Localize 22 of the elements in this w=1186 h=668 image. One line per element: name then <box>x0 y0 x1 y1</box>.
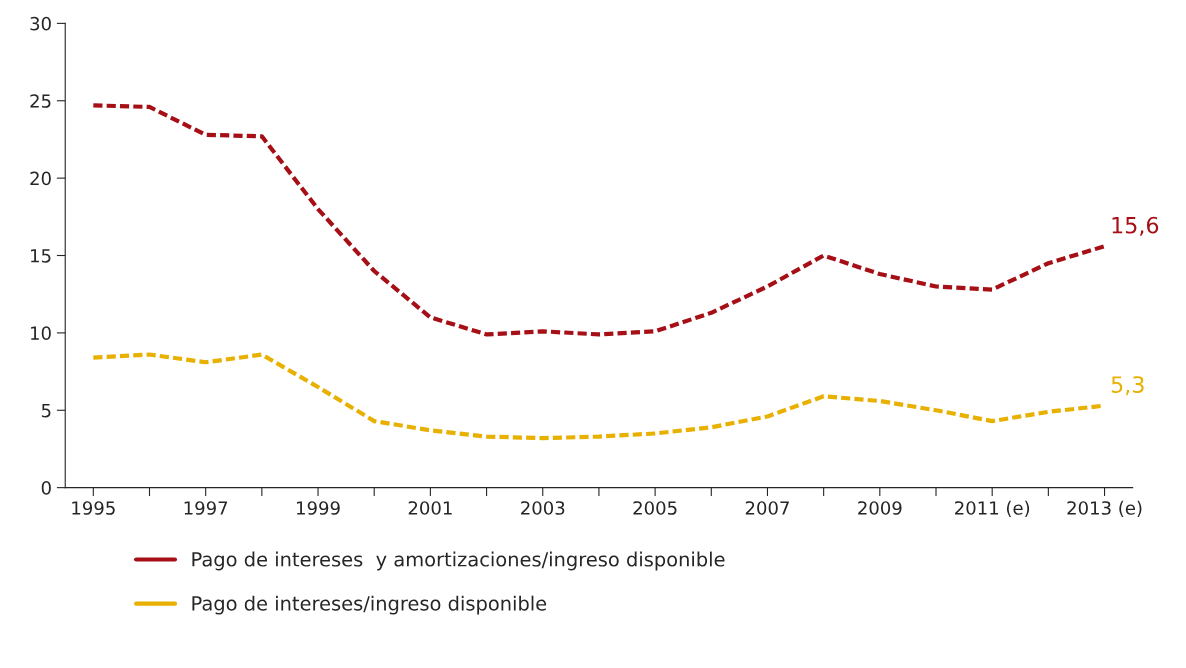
x-tick-label: 1999 <box>297 501 340 515</box>
data-label: 15,6 <box>1112 216 1159 236</box>
legend-label: Pago de intereses/ingreso disponible <box>192 595 547 615</box>
x-tick-label: 2011 (e) <box>955 500 1030 517</box>
line-series <box>91 103 1107 337</box>
x-tick-label: 2013 (e) <box>1067 500 1142 517</box>
x-tick-label: 2001 <box>408 501 452 515</box>
data-label: 5,3 <box>1111 376 1144 396</box>
y-tick-label: 0 <box>41 481 51 495</box>
y-tick-label: 30 <box>30 16 51 31</box>
y-tick-label: 25 <box>30 94 51 108</box>
x-tick-label: 2005 <box>633 501 677 515</box>
x-tick-label: 1995 <box>72 501 115 515</box>
legend-label: Pago de intereses y amortizaciones/ingreso disponible <box>192 551 725 571</box>
y-tick-label: 15 <box>31 249 51 263</box>
y-tick-label: 20 <box>30 171 51 186</box>
x-tick-label: 2009 <box>858 501 902 515</box>
y-tick-label: 10 <box>31 326 51 340</box>
x-tick-label: 2007 <box>745 501 789 515</box>
x-tick-label: 1997 <box>184 501 228 515</box>
x-tick-label: 2003 <box>521 501 565 515</box>
y-tick-label: 5 <box>41 403 51 418</box>
